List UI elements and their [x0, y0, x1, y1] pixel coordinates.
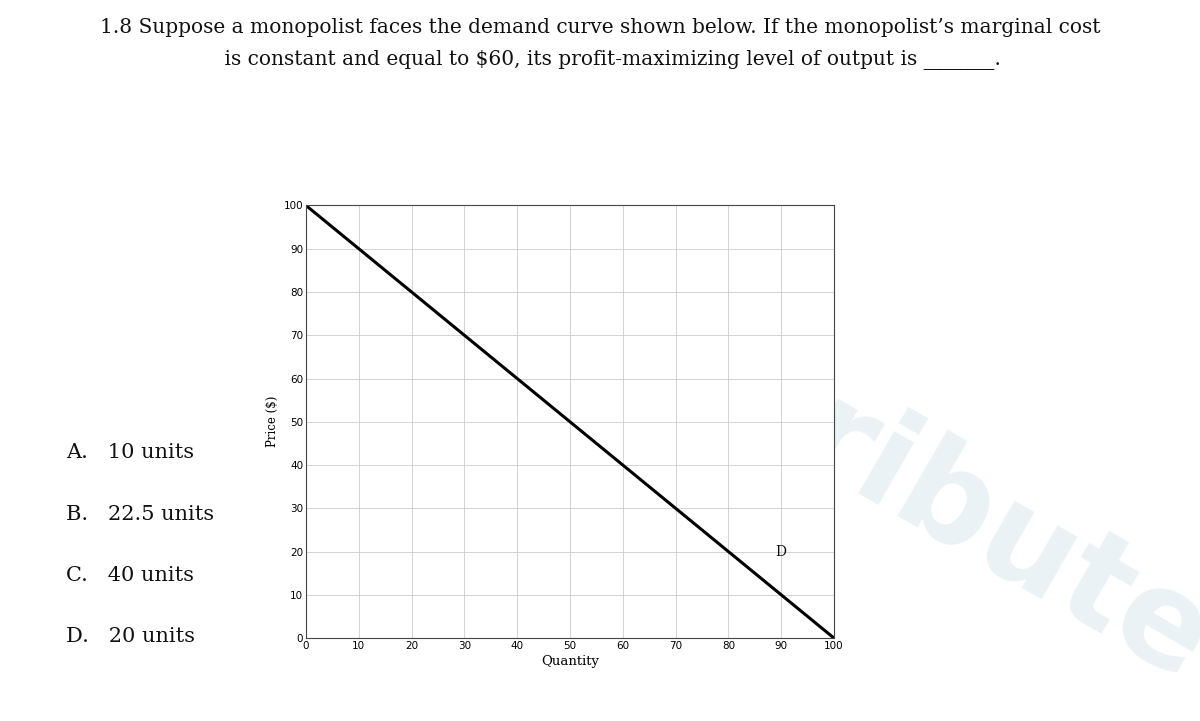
- X-axis label: Quantity: Quantity: [541, 655, 599, 668]
- Text: Distribute: Distribute: [520, 226, 1200, 711]
- Text: A.   10 units: A. 10 units: [66, 443, 194, 462]
- Text: C.   40 units: C. 40 units: [66, 566, 194, 585]
- Text: D.   20 units: D. 20 units: [66, 627, 194, 646]
- Text: B.   22.5 units: B. 22.5 units: [66, 505, 214, 523]
- Text: 1.8 Suppose a monopolist faces the demand curve shown below. If the monopolist’s: 1.8 Suppose a monopolist faces the deman…: [100, 18, 1100, 37]
- Y-axis label: Price ($): Price ($): [266, 396, 280, 448]
- Text: is constant and equal to $60, its profit-maximizing level of output is _______.: is constant and equal to $60, its profit…: [199, 50, 1001, 71]
- Text: D: D: [775, 544, 787, 559]
